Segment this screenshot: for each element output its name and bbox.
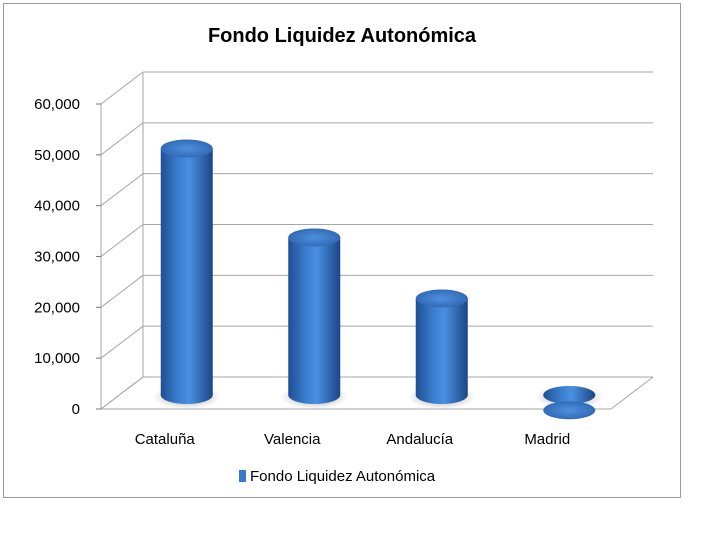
chart-frame: Fondo Liquidez Autonómica 0 10,000 20,000 3… [3,3,681,498]
axes-layer [96,71,654,410]
bar-body [160,148,213,395]
bars-layer [152,139,604,420]
gridline-side [100,71,144,105]
gridline-side [100,122,144,156]
x-tick-label: Madrid [524,431,570,448]
labels-layer: 0 10,000 20,000 30,000 40,000 50,000 60,000 Cat… [34,96,570,448]
gridline-side [100,173,144,207]
y-tick-label: 20,000 [34,299,80,316]
gridline-side [100,224,144,257]
y-tick-label: 60,000 [34,96,80,113]
y-tick-label: 50,000 [34,147,80,164]
bar-body [415,298,468,395]
y-tick-label: 0 [72,401,80,418]
bar-4 [535,385,604,420]
bar-1 [152,139,221,409]
y-tick-label: 10,000 [34,350,80,367]
bar-3 [407,289,476,409]
x-tick-label: Valencia [264,431,321,448]
bar-base [415,386,468,404]
legend-label: Fondo Liquidez Autonómica [250,468,436,485]
chart-title: Fondo Liquidez Autonómica [208,25,477,47]
y-tick-label: 40,000 [34,198,80,215]
bar-top [160,139,213,158]
gridline-side [100,274,144,308]
bar-top [543,401,596,420]
y-tick-label: 30,000 [34,249,80,266]
bar-2 [280,228,349,409]
floor-right-edge [610,376,654,410]
bar-base [288,386,341,404]
bar-top [415,289,468,308]
gridline-side [100,325,144,359]
bar-body [288,237,341,395]
legend: Fondo Liquidez Autonómica [239,468,436,485]
x-tick-label: Cataluña [135,431,196,448]
bar-base [160,386,213,404]
legend-swatch [239,470,246,482]
chart-svg: Fondo Liquidez Autonómica 0 10,000 20,000 3… [34,25,654,485]
x-tick-label: Andalucía [386,431,453,448]
bar-base [543,386,596,404]
gridline-side [100,376,144,410]
bar-top [288,228,341,247]
